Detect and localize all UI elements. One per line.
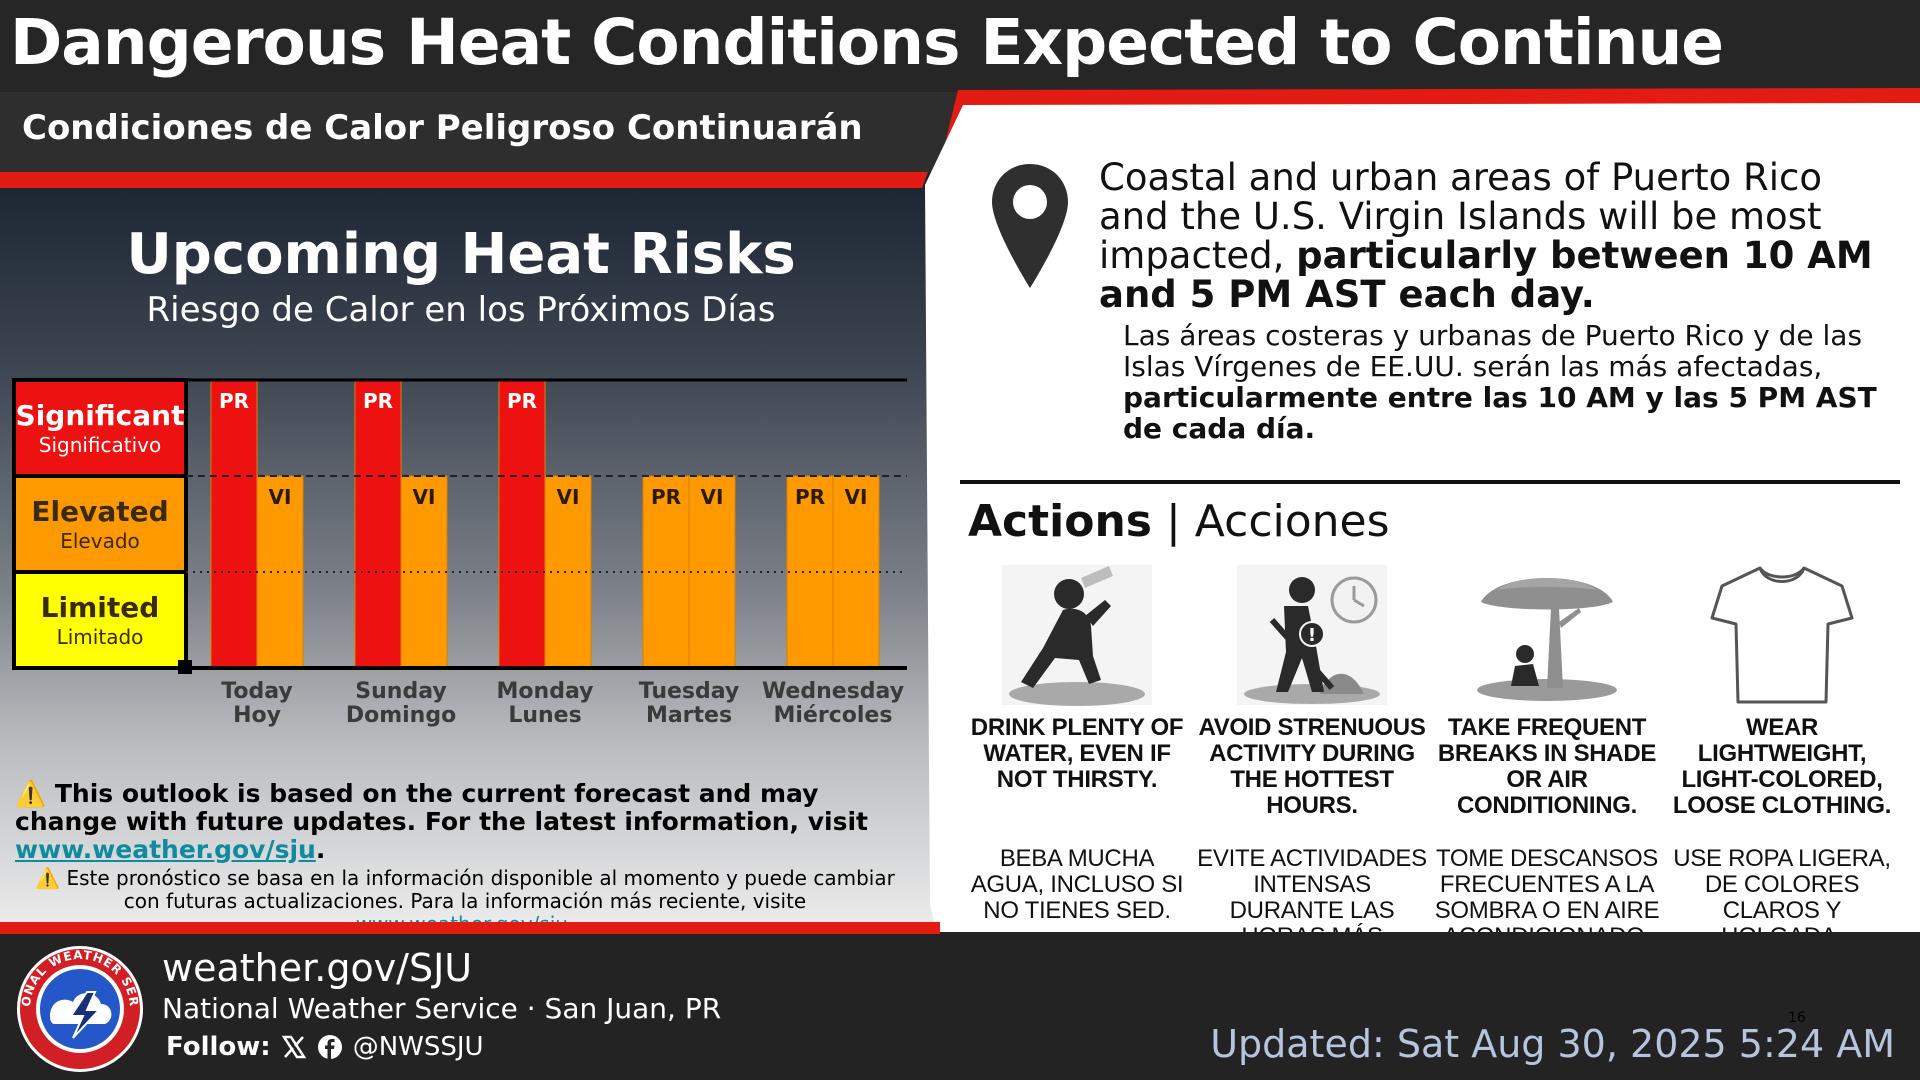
risk-level-label-es: Elevado: [60, 529, 140, 553]
bar-series-label: PR: [795, 485, 825, 509]
bar-series-label: VI: [701, 485, 724, 509]
action-3-english: TAKE FREQUENT BREAKS IN SHADE OR AIR CON…: [1437, 714, 1657, 819]
outlook-disclaimer: ⚠️ This outlook is based on the current …: [15, 780, 915, 936]
drinking-water-icon: [1002, 565, 1152, 706]
actions-heading-sep: |: [1152, 496, 1195, 547]
left-red-stripe: [0, 172, 928, 188]
footer-follow: Follow: @NWSSJU: [166, 1032, 484, 1062]
day-label: Sunday: [355, 679, 446, 704]
impact-time-spanish: particularmente entre las 10 AM y las 5 …: [1123, 381, 1877, 445]
page-number: 16: [1788, 1010, 1806, 1026]
disclaimer-english-end: .: [315, 835, 326, 864]
day-label-es: Lunes: [508, 703, 581, 728]
footer-website[interactable]: weather.gov/SJU: [162, 946, 473, 990]
heat-risk-bar: [354, 379, 402, 669]
action-1-english: DRINK PLENTY OF WATER, EVEN IF NOT THIRS…: [970, 714, 1184, 793]
weather-link[interactable]: www.weather.gov/sju: [15, 835, 316, 864]
action-wear-clothing: WEAR LIGHTWEIGHT, LIGHT-COLORED, LOOSE C…: [1667, 560, 1897, 950]
heat-risk-bar: [498, 379, 546, 669]
action-4-english: WEAR LIGHTWEIGHT, LIGHT-COLORED, LOOSE C…: [1672, 714, 1892, 819]
shade-tree-icon: [1472, 565, 1622, 705]
actions-heading-es: Acciones: [1194, 496, 1390, 547]
footer-bar: [0, 932, 1920, 1080]
header-bar: [0, 0, 1920, 92]
chart-axis: [14, 378, 907, 674]
action-2-english: AVOID STRENUOUS ACTIVITY DURING THE HOTT…: [1198, 714, 1426, 819]
day-label-es: Domingo: [346, 703, 456, 728]
action-take-breaks: TAKE FREQUENT BREAKS IN SHADE OR AIR CON…: [1432, 560, 1662, 950]
impact-area-spanish: Las áreas costeras y urbanas de Puerto R…: [1123, 320, 1903, 444]
action-drink-water: DRINK PLENTY OF WATER, EVEN IF NOT THIRS…: [962, 560, 1192, 924]
page-subtitle: Condiciones de Calor Peligroso Continuar…: [22, 108, 863, 148]
bar-series-label: VI: [269, 485, 292, 509]
impact-area-english: Coastal and urban areas of Puerto Rico a…: [1099, 158, 1899, 314]
risk-level-box: [12, 474, 188, 574]
tshirt-icon: [1710, 566, 1854, 704]
day-label: Tuesday: [639, 679, 740, 704]
updated-timestamp: Updated: Sat Aug 30, 2025 5:24 AM: [1210, 1022, 1895, 1066]
bar-series-label: PR: [363, 389, 393, 413]
warning-icon: ⚠️: [35, 866, 61, 890]
location-pin-icon: [992, 164, 1068, 288]
bar-series-label: VI: [557, 485, 580, 509]
day-label: Wednesday: [762, 679, 904, 704]
heat-risk-title: Upcoming Heat Risks: [126, 222, 796, 287]
day-label-es: Miércoles: [774, 703, 893, 728]
strenuous-work-icon: !: [1237, 565, 1387, 705]
axis-corner-marker: [178, 660, 192, 674]
bar-series-label: PR: [651, 485, 681, 509]
action-1-spanish: BEBA MUCHA AGUA, INCLUSO SI NO TIENES SE…: [970, 845, 1184, 924]
info-panel-white: [925, 103, 1920, 988]
bar-series-label: VI: [845, 485, 868, 509]
impact-time-english: particularly between 10 AM and 5 PM AST …: [1099, 234, 1873, 316]
impact-area-spanish-text: Las áreas costeras y urbanas de Puerto R…: [1123, 319, 1863, 383]
risk-level-label: Elevated: [31, 495, 168, 528]
footer-red-stripe: [0, 922, 940, 934]
day-label-es: Martes: [646, 703, 732, 728]
disclaimer-spanish-text: Este pronóstico se basa en la informació…: [66, 866, 895, 913]
section-divider: [960, 480, 1900, 484]
warning-icon: ⚠️: [15, 779, 47, 808]
nws-logo: NATIONAL WEATHER SERVICE: [15, 944, 143, 1072]
risk-level-label: Significant: [16, 399, 185, 432]
heat-risk-bar: [832, 475, 880, 669]
subtitle-band: [0, 92, 1000, 174]
risk-bars: PR VI PR VI PR VI PR VI PR VI: [210, 379, 880, 669]
facebook-icon[interactable]: [317, 1034, 343, 1060]
bar-series-label: VI: [413, 485, 436, 509]
actions-heading-en: Actions: [968, 496, 1152, 547]
actions-heading: Actions | Acciones: [968, 496, 1390, 547]
heat-risk-bar: [210, 379, 258, 669]
page-title: Dangerous Heat Conditions Expected to Co…: [10, 6, 1724, 79]
risk-level-label-es: Significativo: [39, 433, 162, 457]
action-avoid-strenuous: ! AVOID STRENUOUS ACTIVITY DURING THE HO…: [1197, 560, 1427, 976]
risk-level-label: Limited: [41, 591, 160, 624]
disclaimer-english: ⚠️ This outlook is based on the current …: [15, 780, 915, 864]
day-label: Today: [221, 679, 292, 704]
footer-office-name: National Weather Service · San Juan, PR: [162, 992, 722, 1025]
social-handle[interactable]: @NWSSJU: [352, 1032, 484, 1062]
follow-label: Follow:: [166, 1032, 271, 1062]
svg-text:!: !: [1308, 625, 1316, 646]
day-label-es: Hoy: [233, 703, 281, 728]
impact-area-english-text: Coastal and urban areas of Puerto Rico a…: [1099, 156, 1822, 277]
bar-series-label: PR: [507, 389, 537, 413]
x-icon[interactable]: [281, 1034, 307, 1060]
day-labels: TodayHoySundayDomingoMondayLunesTuesdayM…: [221, 679, 904, 728]
bar-series-label: PR: [219, 389, 249, 413]
risk-level-box: [12, 570, 188, 670]
heat-risk-subtitle: Riesgo de Calor en los Próximos Días: [146, 290, 776, 330]
risk-level-label-es: Limitado: [57, 625, 144, 649]
disclaimer-english-text: This outlook is based on the current for…: [15, 779, 869, 836]
day-label: Monday: [497, 679, 594, 704]
